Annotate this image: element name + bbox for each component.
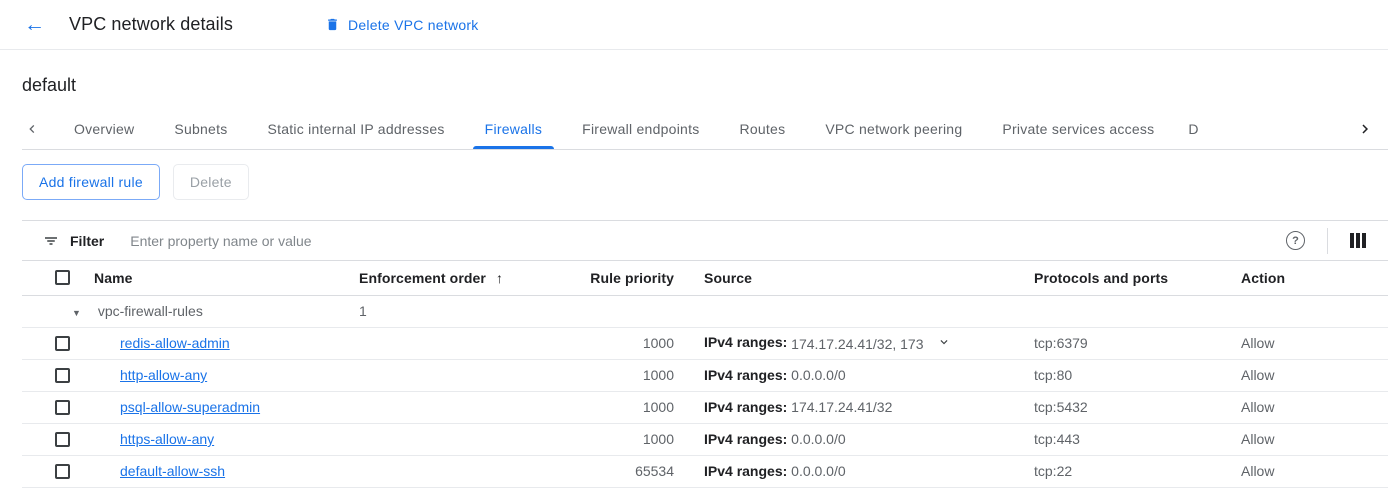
topbar: ← VPC network details Delete VPC network — [0, 0, 1388, 50]
rule-link-psql-allow-superadmin[interactable]: psql-allow-superadmin — [120, 399, 261, 415]
table-row: https-allow-any 1000 IPv4 ranges: 0.0.0.… — [22, 423, 1388, 455]
column-display-options-icon[interactable] — [1350, 233, 1366, 248]
trash-icon — [325, 17, 340, 32]
tabs-scroll-left-icon[interactable] — [24, 121, 40, 137]
row-checkbox[interactable] — [55, 399, 70, 415]
tab-vpc-network-peering[interactable]: VPC network peering — [825, 120, 963, 137]
tabs-scroll-right-icon[interactable] — [1356, 120, 1374, 138]
select-all-checkbox[interactable] — [55, 270, 70, 286]
add-firewall-rule-button[interactable]: Add firewall rule — [22, 164, 160, 200]
column-header-enforcement-order[interactable]: Enforcement order ↑ — [359, 269, 504, 286]
network-name: default — [22, 75, 77, 95]
rule-link-https-allow-any[interactable]: https-allow-any — [120, 431, 215, 447]
tab-firewalls[interactable]: Firewalls — [465, 108, 562, 149]
filter-label: Filter — [70, 232, 105, 249]
rule-source: IPv4 ranges: 174.17.24.41/32 — [704, 399, 893, 415]
rule-priority: 1000 — [642, 399, 674, 415]
rule-protocols-ports: tcp:443 — [1034, 431, 1080, 447]
table-header-row: Name Enforcement order ↑ Rule priority So… — [22, 261, 1388, 295]
help-icon[interactable]: ? — [1286, 231, 1305, 250]
row-checkbox[interactable] — [55, 431, 70, 447]
rule-priority: 1000 — [642, 367, 674, 383]
row-checkbox[interactable] — [55, 335, 70, 351]
row-checkbox[interactable] — [55, 367, 70, 383]
sort-ascending-icon: ↑ — [495, 269, 504, 286]
column-header-action[interactable]: Action — [1241, 269, 1286, 286]
collapse-group-icon[interactable]: ▼ — [72, 308, 81, 318]
rule-priority: 65534 — [635, 463, 674, 479]
back-arrow-icon[interactable]: ← — [24, 13, 45, 36]
column-header-name[interactable]: Name — [94, 269, 133, 286]
rule-link-http-allow-any[interactable]: http-allow-any — [120, 367, 208, 383]
row-checkbox[interactable] — [55, 463, 70, 479]
tab-firewall-endpoints[interactable]: Firewall endpoints — [582, 120, 700, 137]
rule-source: IPv4 ranges: 0.0.0.0/0 — [704, 367, 846, 383]
rule-action: Allow — [1241, 463, 1275, 479]
tab-bar: Overview Subnets Static internal IP addr… — [22, 108, 1388, 150]
column-header-rule-priority[interactable]: Rule priority — [590, 269, 674, 286]
rule-priority: 1000 — [642, 335, 674, 351]
rule-protocols-ports: tcp:22 — [1034, 463, 1073, 479]
rule-action: Allow — [1241, 431, 1275, 447]
column-header-protocols-and-ports[interactable]: Protocols and ports — [1034, 269, 1169, 286]
rule-priority: 1000 — [642, 431, 674, 447]
filter-input[interactable] — [130, 232, 1286, 249]
toolbar-divider — [1327, 227, 1328, 254]
table-actions: Add firewall rule Delete — [22, 164, 1388, 200]
rule-protocols-ports: tcp:6379 — [1034, 335, 1088, 351]
rule-source: IPv4 ranges: 0.0.0.0/0 — [704, 431, 846, 447]
rule-action: Allow — [1241, 335, 1275, 351]
tab-routes[interactable]: Routes — [739, 120, 786, 137]
table-row: redis-allow-admin 1000 IPv4 ranges: 174.… — [22, 327, 1388, 359]
delete-vpc-network-label: Delete VPC network — [347, 16, 479, 33]
tab-static-internal-ip-addresses[interactable]: Static internal IP addresses — [267, 120, 445, 137]
rule-source: IPv4 ranges: 0.0.0.0/0 — [704, 463, 846, 479]
tab-private-services-access[interactable]: Private services access — [1002, 120, 1155, 137]
filter-icon — [42, 232, 60, 250]
rule-link-redis-allow-admin[interactable]: redis-allow-admin — [120, 335, 230, 351]
tab-truncated[interactable]: D — [1188, 120, 1199, 137]
expand-source-icon[interactable] — [937, 335, 951, 352]
rule-action: Allow — [1241, 367, 1275, 383]
page-title: VPC network details — [69, 14, 233, 34]
firewall-rules-table: Name Enforcement order ↑ Rule priority So… — [22, 261, 1388, 488]
rule-source: IPv4 ranges: 174.17.24.41/32, 173.23 — [694, 327, 1024, 359]
table-row: default-allow-ssh 65534 IPv4 ranges: 0.0… — [22, 455, 1388, 487]
table-row: psql-allow-superadmin 1000 IPv4 ranges: … — [22, 391, 1388, 423]
group-enforcement-order: 1 — [359, 303, 367, 319]
group-name: vpc-firewall-rules — [97, 303, 203, 319]
column-header-source[interactable]: Source — [704, 269, 753, 286]
table-row: http-allow-any 1000 IPv4 ranges: 0.0.0.0… — [22, 359, 1388, 391]
rule-link-default-allow-ssh[interactable]: default-allow-ssh — [120, 463, 226, 479]
filter-bar: Filter ? — [22, 220, 1388, 261]
rule-action: Allow — [1241, 399, 1275, 415]
rule-protocols-ports: tcp:80 — [1034, 367, 1073, 383]
group-row-vpc-firewall-rules: ▼ vpc-firewall-rules 1 — [22, 295, 1388, 327]
delete-rule-button[interactable]: Delete — [172, 164, 249, 200]
rule-protocols-ports: tcp:5432 — [1034, 399, 1088, 415]
tab-overview[interactable]: Overview — [74, 120, 135, 137]
tab-subnets[interactable]: Subnets — [174, 120, 228, 137]
delete-vpc-network-button[interactable]: Delete VPC network — [325, 17, 479, 33]
